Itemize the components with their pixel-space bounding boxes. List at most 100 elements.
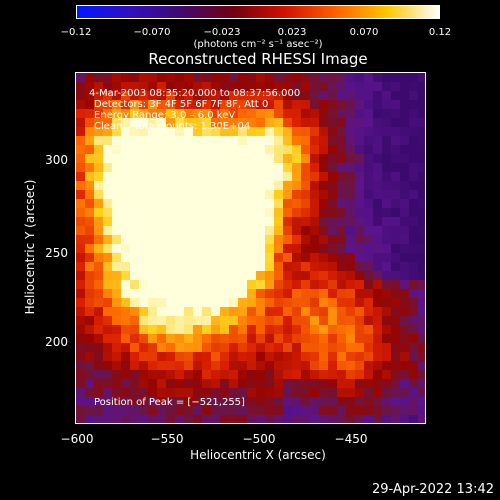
heatmap-cell bbox=[220, 73, 229, 82]
heatmap-cell bbox=[121, 100, 130, 109]
heatmap-cell bbox=[202, 118, 211, 127]
heatmap-cell bbox=[310, 226, 319, 235]
heatmap-cell bbox=[283, 361, 292, 370]
heatmap-cell bbox=[94, 298, 103, 307]
heatmap-cell bbox=[157, 307, 166, 316]
heatmap-cell bbox=[193, 199, 202, 208]
heatmap-cell bbox=[382, 253, 391, 262]
energy-range-annotation: Energy Range: 3.0 – 6.0 keV bbox=[94, 110, 236, 121]
heatmap-cell bbox=[166, 253, 175, 262]
heatmap-cell bbox=[157, 325, 166, 334]
heatmap-cell bbox=[103, 262, 112, 271]
heatmap-cell bbox=[283, 235, 292, 244]
heatmap-cell bbox=[220, 352, 229, 361]
heatmap-cell bbox=[301, 181, 310, 190]
heatmap-cell bbox=[301, 226, 310, 235]
heatmap-cell bbox=[409, 262, 418, 271]
heatmap-cell bbox=[346, 235, 355, 244]
heatmap-cell bbox=[130, 163, 139, 172]
heatmap-cell bbox=[283, 199, 292, 208]
heatmap-cell bbox=[373, 154, 382, 163]
heatmap-cell bbox=[247, 244, 256, 253]
heatmap-cell bbox=[256, 154, 265, 163]
heatmap-cell bbox=[112, 145, 121, 154]
heatmap-cell bbox=[211, 208, 220, 217]
heatmap-cell bbox=[85, 154, 94, 163]
heatmap-cell bbox=[301, 316, 310, 325]
heatmap-cell bbox=[373, 334, 382, 343]
heatmap-cell bbox=[319, 262, 328, 271]
heatmap-cell bbox=[355, 217, 364, 226]
heatmap-cell bbox=[202, 181, 211, 190]
heatmap-cell bbox=[391, 316, 400, 325]
heatmap-cell bbox=[193, 307, 202, 316]
heatmap-cell bbox=[283, 370, 292, 379]
heatmap-cell bbox=[130, 271, 139, 280]
heatmap-cell bbox=[130, 172, 139, 181]
heatmap-cell bbox=[121, 226, 130, 235]
heatmap-cell bbox=[391, 217, 400, 226]
heatmap-cell bbox=[247, 415, 256, 423]
heatmap-cell bbox=[400, 262, 409, 271]
heatmap-cell bbox=[193, 118, 202, 127]
heatmap-cell bbox=[418, 91, 425, 100]
heatmap-cell bbox=[112, 91, 121, 100]
heatmap-cell bbox=[337, 118, 346, 127]
heatmap-cell bbox=[202, 199, 211, 208]
heatmap-cell bbox=[85, 235, 94, 244]
heatmap-cell bbox=[157, 253, 166, 262]
heatmap-cell bbox=[139, 181, 148, 190]
heatmap-cell bbox=[76, 343, 85, 352]
heatmap-cell bbox=[211, 397, 220, 406]
heatmap-cell bbox=[337, 325, 346, 334]
heatmap-cell bbox=[121, 82, 130, 91]
heatmap-cell bbox=[265, 316, 274, 325]
heatmap-cell bbox=[121, 307, 130, 316]
heatmap-cell bbox=[346, 118, 355, 127]
heatmap-cell bbox=[157, 352, 166, 361]
heatmap-cell bbox=[211, 82, 220, 91]
heatmap-cell bbox=[292, 145, 301, 154]
heatmap-cell bbox=[94, 208, 103, 217]
total-counts-annotation: Total counts: 1.30E+04 bbox=[134, 121, 251, 132]
heatmap-cell bbox=[292, 334, 301, 343]
heatmap-cell bbox=[121, 379, 130, 388]
heatmap-cell bbox=[247, 379, 256, 388]
heatmap-cell bbox=[373, 271, 382, 280]
heatmap-cell bbox=[355, 289, 364, 298]
heatmap-cell bbox=[400, 145, 409, 154]
heatmap-cell bbox=[130, 343, 139, 352]
heatmap-cell bbox=[355, 136, 364, 145]
heatmap-cell bbox=[193, 190, 202, 199]
colorbar-units: (photons cm⁻² s⁻¹ asec⁻²) bbox=[193, 39, 323, 50]
heatmap-cell bbox=[130, 334, 139, 343]
heatmap-cell bbox=[175, 154, 184, 163]
heatmap-cell bbox=[247, 298, 256, 307]
heatmap-cell bbox=[130, 154, 139, 163]
heatmap-cell bbox=[283, 298, 292, 307]
heatmap-cell bbox=[391, 181, 400, 190]
heatmap-cell bbox=[94, 91, 103, 100]
heatmap-cell bbox=[175, 163, 184, 172]
heatmap-cell bbox=[238, 361, 247, 370]
heatmap-cell bbox=[400, 406, 409, 415]
heatmap-cell bbox=[337, 127, 346, 136]
heatmap-cell bbox=[229, 73, 238, 82]
heatmap-cell bbox=[76, 217, 85, 226]
heatmap-cell bbox=[121, 91, 130, 100]
heatmap-cell bbox=[76, 154, 85, 163]
heatmap-cell bbox=[148, 316, 157, 325]
heatmap-cell bbox=[301, 127, 310, 136]
heatmap-cell bbox=[211, 199, 220, 208]
heatmap-cell bbox=[121, 415, 130, 423]
method-annotation: Clean bbox=[94, 121, 123, 132]
heatmap-cell bbox=[157, 271, 166, 280]
heatmap-cell bbox=[292, 397, 301, 406]
heatmap-cell bbox=[301, 235, 310, 244]
heatmap-cell bbox=[229, 145, 238, 154]
heatmap-cell bbox=[256, 226, 265, 235]
heatmap-cell bbox=[310, 415, 319, 423]
heatmap-cell bbox=[346, 244, 355, 253]
heatmap-cell bbox=[382, 226, 391, 235]
heatmap-cell bbox=[157, 109, 166, 118]
